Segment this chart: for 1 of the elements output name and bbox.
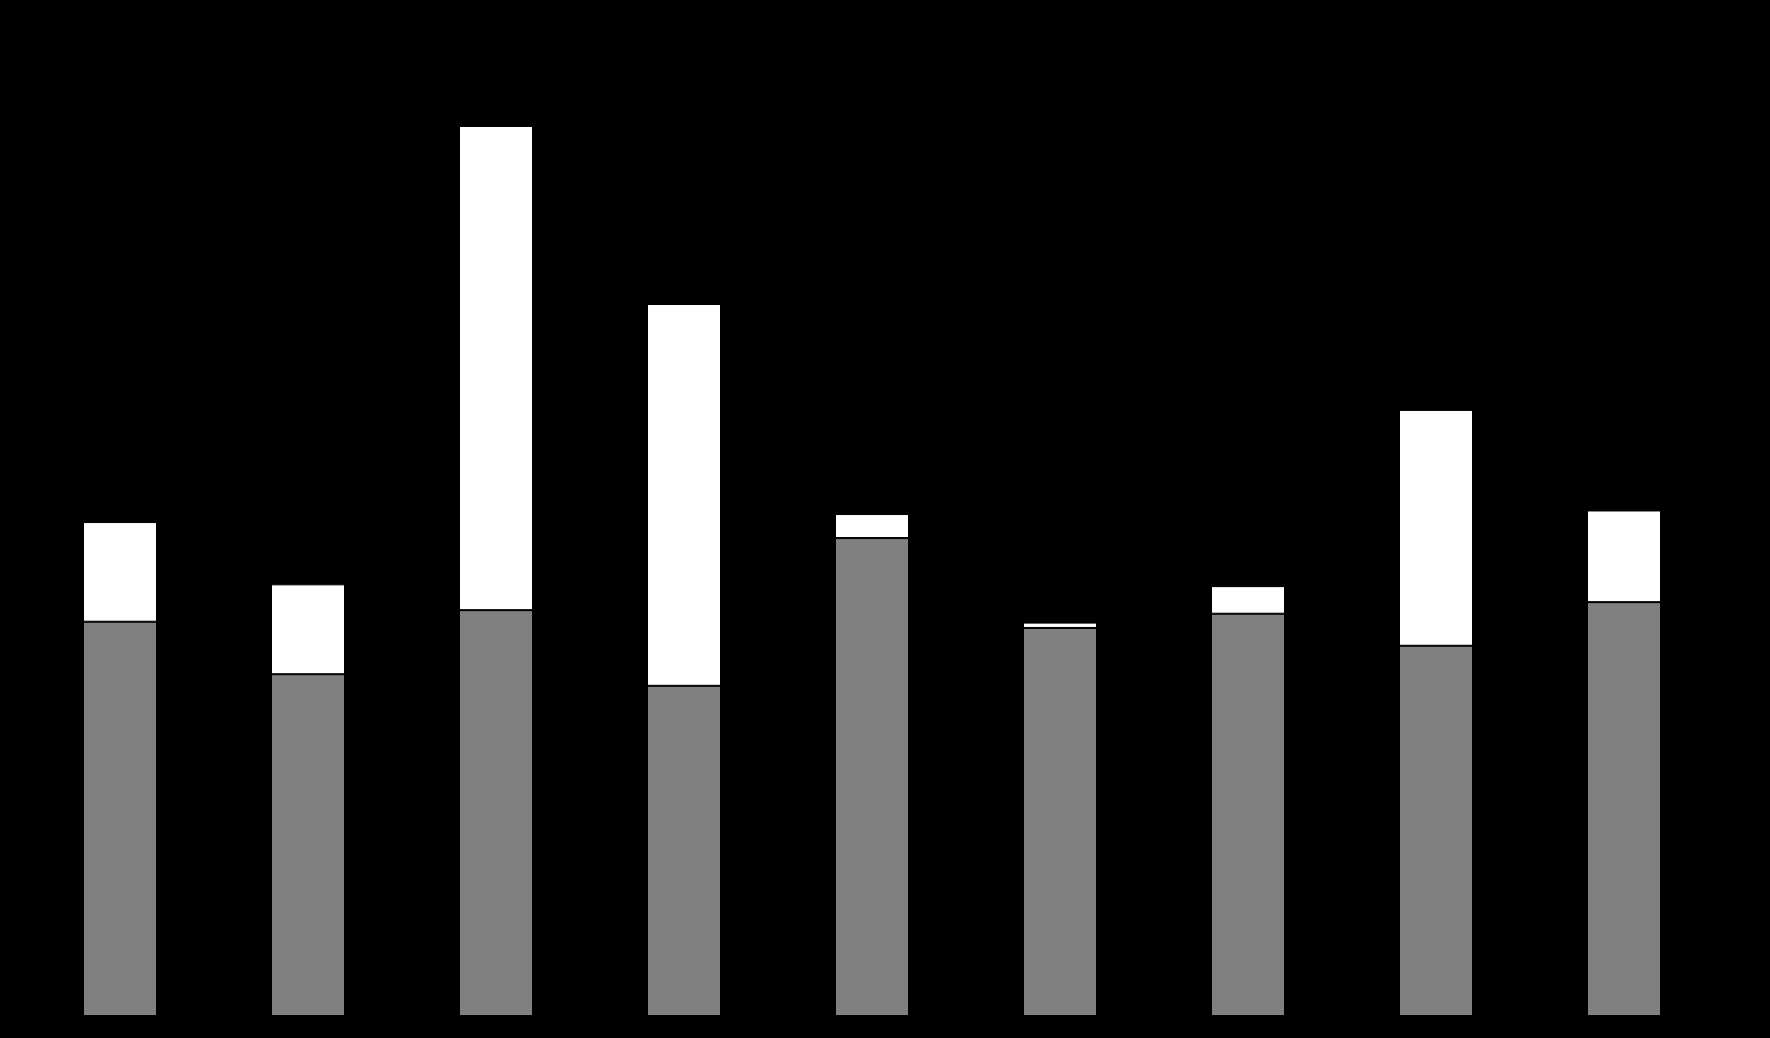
- bar: [1023, 627, 1097, 1016]
